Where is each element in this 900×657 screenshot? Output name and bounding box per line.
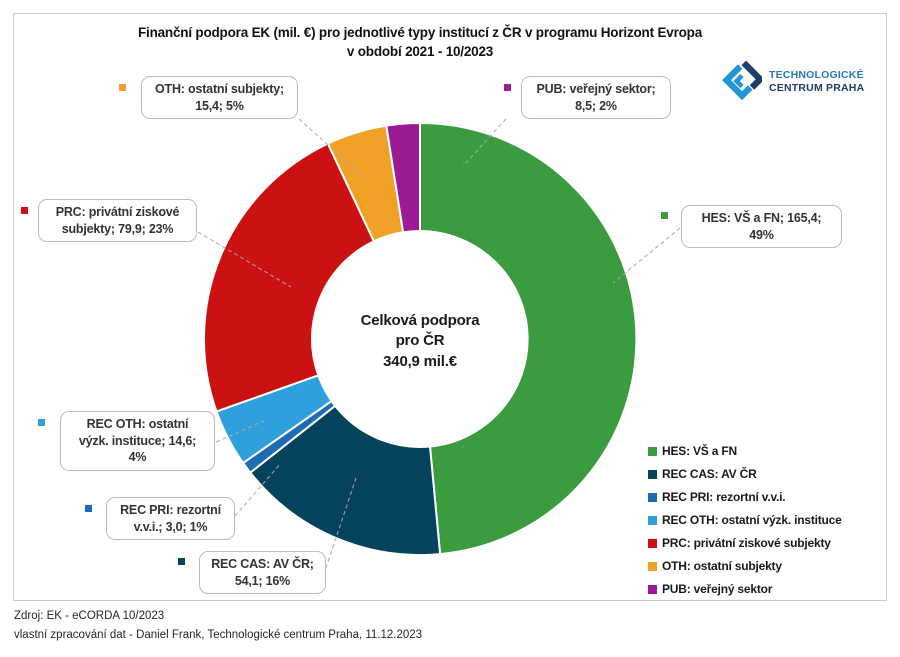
callout-marker-rec-pri <box>85 505 92 512</box>
tc-praha-logo: TECHNOLOGICKÉ CENTRUM PRAHA <box>722 60 864 104</box>
callout-marker-rec-cas <box>178 558 185 565</box>
donut-slice-rec-cas <box>248 404 442 556</box>
legend-swatch-icon <box>648 538 657 548</box>
legend-swatch-icon <box>648 492 657 502</box>
legend-swatch-icon <box>648 584 657 594</box>
legend-item-prc: PRC: privátní ziskové subjekty <box>648 536 842 550</box>
tc-logo-line2: CENTRUM PRAHA <box>769 82 865 94</box>
legend-item-rec-pri: REC PRI: rezortní v.v.i. <box>648 490 842 504</box>
donut-slice-prc <box>202 142 376 413</box>
legend-swatch-icon <box>648 515 657 525</box>
callout-rec-cas: REC CAS: AV ČR; 54,1; 16% <box>199 551 326 594</box>
donut-slice-pub <box>385 121 421 234</box>
legend-label: REC PRI: rezortní v.v.i. <box>662 490 786 504</box>
donut-slices <box>202 121 638 556</box>
legend-item-rec-cas: REC CAS: AV ČR <box>648 467 842 481</box>
legend-label: PUB: veřejný sektor <box>662 582 773 596</box>
legend-swatch-icon <box>648 446 657 456</box>
leader-line-hes <box>612 227 681 284</box>
source-line: Zdroj: EK - eCORDA 10/2023 <box>14 610 165 622</box>
callout-marker-hes <box>661 212 668 219</box>
legend-item-rec-oth: REC OTH: ostatní výzk. instituce <box>648 513 842 527</box>
legend-label: REC OTH: ostatní výzk. instituce <box>662 513 842 527</box>
chart-title: Finanční podpora EK (mil. €) pro jednotl… <box>137 25 703 59</box>
legend-label: REC CAS: AV ČR <box>662 467 757 481</box>
leader-line-pub <box>462 118 507 167</box>
callout-rec-pri: REC PRI: rezortní v.v.i.; 3,0; 1% <box>106 497 235 540</box>
callout-rec-oth: REC OTH: ostatní výzk. instituce; 14,6; … <box>60 411 215 471</box>
legend-label: OTH: ostatní subjekty <box>662 559 782 573</box>
leader-line-rec-pri <box>234 462 282 517</box>
legend-item-hes: HES: VŠ a FN <box>648 444 842 458</box>
leader-line-rec-oth <box>215 419 267 443</box>
leader-line-rec-cas <box>325 477 357 569</box>
credit-line: vlastní zpracování dat - Daniel Frank, T… <box>14 629 423 641</box>
tc-logo-icon <box>722 60 762 101</box>
source-footer: Zdroj: EK - eCORDA 10/2023 vlastní zprac… <box>14 607 422 645</box>
callout-hes: HES: VŠ a FN; 165,4; 49% <box>681 205 842 248</box>
legend-swatch-icon <box>648 561 657 571</box>
legend-label: PRC: privátní ziskové subjekty <box>662 536 831 550</box>
callout-marker-prc <box>21 207 28 214</box>
legend-swatch-icon <box>648 469 657 479</box>
callout-pub: PUB: veřejný sektor; 8,5; 2% <box>521 76 671 119</box>
callout-oth: OTH: ostatní subjekty; 15,4; 5% <box>141 76 298 119</box>
callout-marker-pub <box>504 84 511 91</box>
callout-marker-oth <box>119 84 126 91</box>
callout-prc: PRC: privátní ziskové subjekty; 79,9; 23… <box>38 199 197 242</box>
callout-marker-rec-oth <box>38 419 45 426</box>
leader-lines <box>197 118 681 569</box>
legend-item-oth: OTH: ostatní subjekty <box>648 559 842 573</box>
tc-logo-text: TECHNOLOGICKÉ CENTRUM PRAHA <box>769 69 864 95</box>
legend: HES: VŠ a FN REC CAS: AV ČR REC PRI: rezor… <box>648 444 842 605</box>
legend-label: HES: VŠ a FN <box>662 444 737 458</box>
legend-item-pub: PUB: veřejný sektor <box>648 582 842 596</box>
leader-line-oth <box>298 118 367 180</box>
donut-center-label: Celková podpora pro ČR 340,9 mil.€ <box>360 312 480 370</box>
donut-slice-hes <box>419 121 638 556</box>
tc-logo-line1: TECHNOLOGICKÉ <box>769 69 864 81</box>
